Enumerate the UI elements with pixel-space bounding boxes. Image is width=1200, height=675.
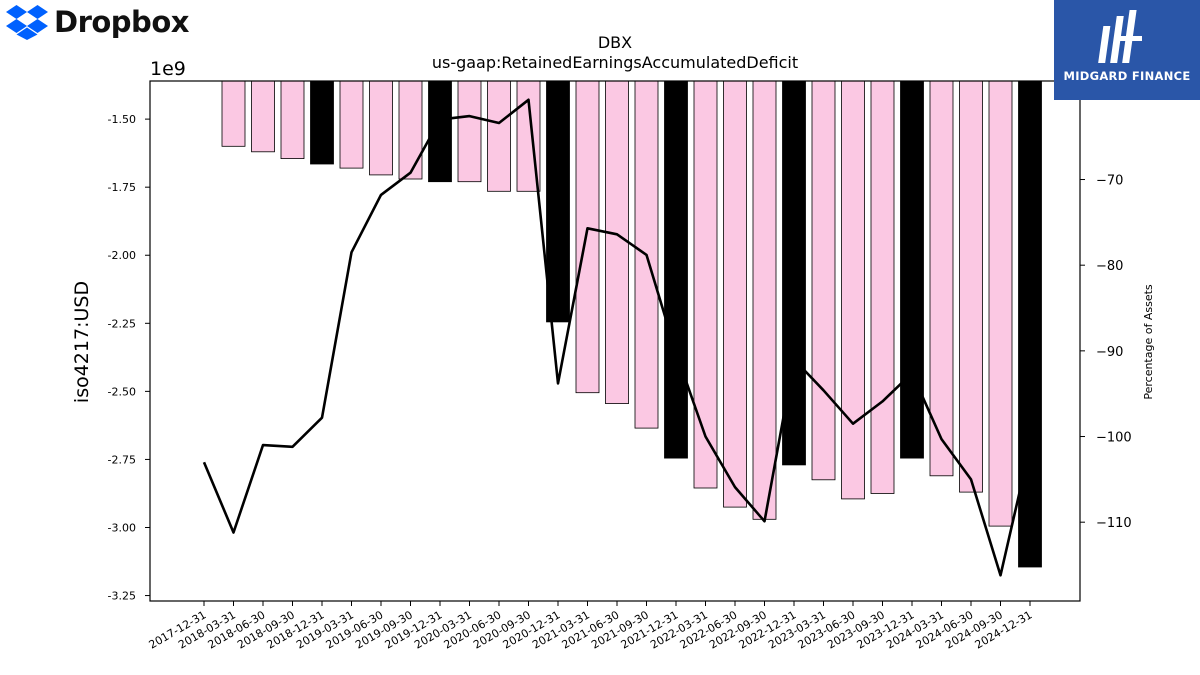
y-tick-label: -3.00 [108, 521, 136, 534]
dropbox-icon [6, 5, 48, 40]
y2-tick-label: −90 [1096, 345, 1123, 360]
y-tick-label: -1.75 [108, 181, 136, 194]
bar-2021-12-31 [664, 80, 688, 459]
bar-2022-06-30 [723, 80, 747, 508]
bar-2019-09-30 [398, 80, 423, 180]
bar-2021-06-30 [605, 80, 629, 405]
bar-2023-09-30 [870, 80, 895, 494]
midgard-finance-logo: MIDGARD FINANCE [1054, 0, 1200, 100]
bar-2022-03-31 [693, 80, 718, 489]
y2-tick-label: −80 [1096, 259, 1123, 274]
bar-2018-09-30 [280, 80, 305, 159]
y-offset-label: 1e9 [150, 58, 186, 80]
chart-title: DBX [598, 33, 632, 52]
bar-2024-03-31 [929, 80, 954, 477]
midgard-emblem-icon [1098, 10, 1142, 63]
bar-2018-06-30 [251, 80, 275, 153]
y-tick-label: -1.50 [108, 113, 136, 126]
bar-2018-03-31 [221, 80, 246, 147]
bar-2024-09-30 [988, 80, 1013, 527]
bar-2022-09-30 [752, 80, 777, 520]
bar-2019-12-31 [428, 80, 452, 183]
bar-2018-12-31 [310, 80, 334, 165]
bar-2021-03-31 [575, 80, 600, 394]
plot-frame [149, 80, 1081, 602]
y-tick-label: -2.25 [108, 317, 136, 330]
bar-2019-03-31 [339, 80, 364, 169]
bar-2023-12-31 [900, 80, 924, 459]
percentage-of-assets-line [202, 98, 1032, 577]
bar-2019-06-30 [369, 80, 393, 176]
dropbox-logo: Dropbox [6, 4, 189, 40]
bar-2020-06-30 [487, 80, 511, 192]
y-tick-label: -2.75 [108, 453, 136, 466]
bar-2024-12-31 [1018, 80, 1042, 568]
y-tick-label: -2.00 [108, 249, 136, 262]
dropbox-logo-text: Dropbox [54, 5, 189, 39]
bar-2023-03-31 [811, 80, 836, 481]
bar-2023-06-30 [841, 80, 865, 500]
chart-subtitle: us-gaap:RetainedEarningsAccumulatedDefic… [432, 53, 798, 72]
y-tick-label: -2.50 [108, 385, 136, 398]
y2-axis-label: Percentage of Assets [1142, 284, 1155, 400]
y2-tick-label: −70 [1096, 174, 1123, 189]
y-tick-label: -3.25 [108, 590, 136, 603]
y-axis-label: iso4217:USD [71, 281, 93, 403]
y2-tick-label: −110 [1096, 516, 1132, 531]
bar-2020-03-31 [457, 80, 482, 183]
bar-2020-12-31 [546, 80, 570, 323]
bar-2024-06-30 [959, 80, 983, 493]
y2-tick-label: −100 [1096, 431, 1132, 446]
midgard-logo-text: MIDGARD FINANCE [1063, 69, 1191, 83]
